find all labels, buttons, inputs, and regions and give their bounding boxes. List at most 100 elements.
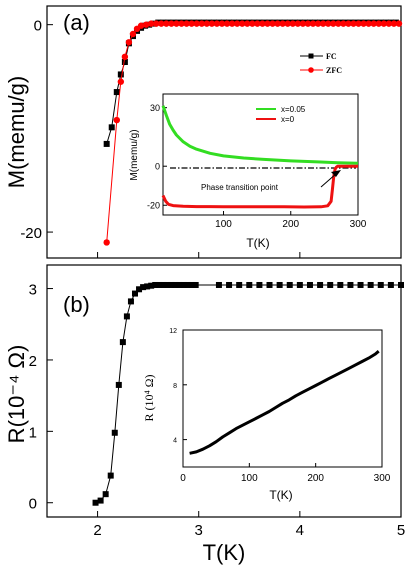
- b-xtick-label: 4: [296, 522, 304, 539]
- panel-a-series: [103, 19, 403, 246]
- a-point-ZFC: [365, 20, 372, 27]
- inset-b-series: [189, 350, 380, 455]
- a-point-ZFC: [147, 20, 155, 27]
- a-point-ZFC: [299, 20, 307, 27]
- panel-a-ylabel: M(memu/g): [4, 76, 29, 188]
- a-point-ZFC: [350, 20, 357, 27]
- b-point: [123, 313, 130, 320]
- a-point-ZFC: [335, 20, 342, 27]
- b-point: [347, 281, 354, 288]
- b-point: [168, 281, 175, 288]
- a-point-ZFC: [117, 78, 125, 85]
- b-point: [102, 491, 109, 498]
- b-point: [377, 281, 384, 288]
- ia-xtick-label: 200: [282, 219, 299, 230]
- a-point-ZFC: [137, 22, 145, 29]
- b-point: [296, 281, 303, 288]
- b-point: [107, 472, 114, 479]
- b-point: [148, 282, 155, 289]
- a-point-ZFC: [178, 20, 185, 27]
- inset-b-xlabel: T(K): [269, 488, 292, 502]
- legend-x005-label: x=0.05: [281, 105, 306, 114]
- inset-b-frame: [182, 329, 383, 468]
- b-point: [172, 281, 179, 288]
- a-point-ZFC: [264, 20, 271, 27]
- a-point-ZFC: [345, 20, 352, 27]
- a-point-ZFC: [254, 20, 261, 27]
- inset-a-xlabel: T(K): [246, 236, 269, 250]
- a-point-ZFC: [103, 239, 110, 246]
- b-ytick-label: 3: [29, 282, 37, 299]
- a-point-ZFC: [385, 20, 393, 27]
- inset-a-frame: [162, 93, 359, 216]
- a-point-ZFC: [228, 20, 236, 27]
- a-point-ZFC: [289, 20, 296, 27]
- b-point: [317, 281, 324, 288]
- b-point: [115, 381, 122, 388]
- a-point-ZFC: [163, 20, 170, 27]
- b-point: [92, 499, 99, 506]
- a-point-ZFC: [375, 20, 382, 27]
- b-point: [256, 281, 263, 288]
- a-point-ZFC: [193, 20, 200, 27]
- b-point: [188, 281, 195, 288]
- panel-a-ticks: 0 -20: [20, 18, 301, 258]
- b-ytick-label: 0: [29, 496, 37, 513]
- a-point-ZFC: [330, 20, 337, 27]
- ia-xtick-label: 100: [215, 219, 232, 230]
- panel-b-inset: R (10⁴ Ω) T(K) 0 100 200 300 4 8 12: [142, 328, 391, 502]
- panel-a-frame: [46, 5, 402, 259]
- a-point-ZFC: [183, 20, 190, 27]
- b-xtick-label: 5: [397, 522, 405, 539]
- panel-b-frame: [46, 264, 402, 518]
- panel-b-label: (b): [63, 292, 90, 317]
- a-point-ZFC: [158, 20, 165, 27]
- a-point-ZFC: [129, 30, 137, 38]
- a-point-ZFC: [284, 20, 291, 27]
- a-point-ZFC: [279, 20, 286, 27]
- ib-xtick-label: 200: [307, 473, 324, 484]
- panel-b-ylabel: R(10⁻⁴ Ω): [4, 345, 29, 444]
- a-point-ZFC: [274, 20, 281, 27]
- b-point: [160, 281, 167, 288]
- a-point-ZFC: [239, 20, 246, 27]
- ib-ytick-label: 12: [169, 328, 177, 335]
- a-point-ZFC: [153, 20, 160, 27]
- inset-a-ylabel: M(memu/g): [129, 129, 140, 180]
- a-point-ZFC: [380, 20, 388, 27]
- inset-b-ticks: 0 100 200 300 4 8 12: [169, 328, 391, 484]
- legend-zfc-label: ZFC: [326, 66, 342, 75]
- a-point-ZFC: [324, 20, 332, 27]
- a-point-ZFC: [113, 116, 120, 124]
- b-point: [127, 298, 134, 305]
- inset-a-series: [161, 105, 359, 209]
- b-ytick-label: 2: [29, 353, 37, 370]
- legend-fc-marker: [308, 53, 314, 59]
- a-point-ZFC: [304, 20, 312, 27]
- ia-ytick-label: 30: [150, 103, 160, 113]
- a-point-ZFC: [188, 20, 195, 27]
- b-xtick-label: 2: [93, 522, 101, 539]
- panel-a-label: (a): [63, 10, 90, 35]
- a-ytick-label: 0: [34, 18, 42, 35]
- a-point-FC: [103, 140, 110, 147]
- b-point: [367, 281, 374, 288]
- b-point: [176, 281, 183, 288]
- a-point-ZFC: [142, 21, 150, 28]
- a-point-ZFC: [309, 20, 317, 27]
- ia-xtick-label: 300: [350, 219, 367, 230]
- a-point-ZFC: [233, 20, 241, 27]
- panel-a-legend: FC ZFC: [300, 52, 342, 75]
- b-point: [398, 281, 404, 288]
- legend-zfc-marker: [308, 67, 314, 73]
- a-point-ZFC: [125, 39, 133, 46]
- a-point-FC: [117, 71, 124, 78]
- panel-a: (a) M(memu/g) 0 -20 FC ZFC M(memu/g) T(K)…: [4, 5, 403, 259]
- a-point-ZFC: [198, 20, 205, 27]
- ib-xtick-label: 300: [374, 473, 391, 484]
- b-point: [156, 281, 163, 288]
- a-point-FC: [113, 89, 120, 96]
- a-point-ZFC: [259, 20, 266, 27]
- b-point: [184, 281, 191, 288]
